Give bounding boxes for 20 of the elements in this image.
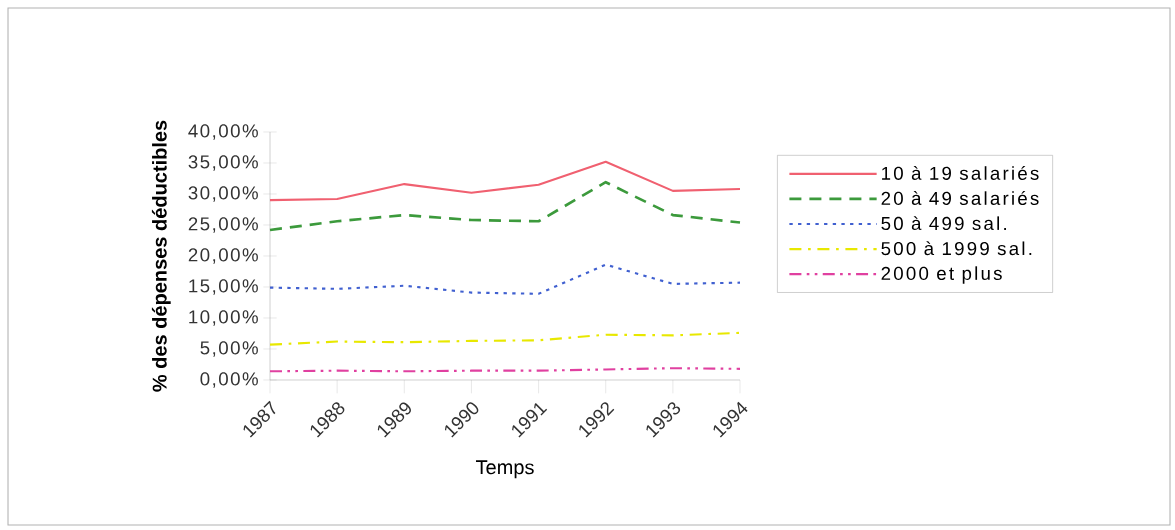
- y-tick-label: 10,00%: [189, 310, 258, 326]
- y-tick-label: 15,00%: [189, 279, 258, 295]
- line-series: [268, 180, 742, 232]
- y-axis-title: % des dépenses déductibles: [151, 120, 171, 392]
- line-series: [268, 263, 742, 295]
- line-series: [268, 331, 742, 346]
- legend-label: 50 à 499 sal.: [881, 216, 1006, 231]
- line-series: [268, 160, 742, 202]
- y-tick-label: 40,00%: [188, 124, 258, 140]
- y-tick-label: 25,00%: [188, 217, 258, 233]
- y-tick-label: 30,00%: [188, 186, 258, 202]
- x-axis-title: Temps: [475, 460, 534, 479]
- legend-label: 10 à 19 salariés: [882, 165, 1039, 180]
- y-tick-label: 35,00%: [188, 155, 258, 171]
- y-tick-label: 0,00%: [200, 372, 258, 388]
- legend-label: 500 à 1999 sal.: [881, 241, 1032, 256]
- y-tick-label: 20,00%: [188, 248, 258, 264]
- legend-label: 20 à 49 salariés: [881, 191, 1039, 205]
- y-tick-label: 5,00%: [200, 341, 258, 357]
- legend-label: 2000 et plus: [881, 266, 1002, 284]
